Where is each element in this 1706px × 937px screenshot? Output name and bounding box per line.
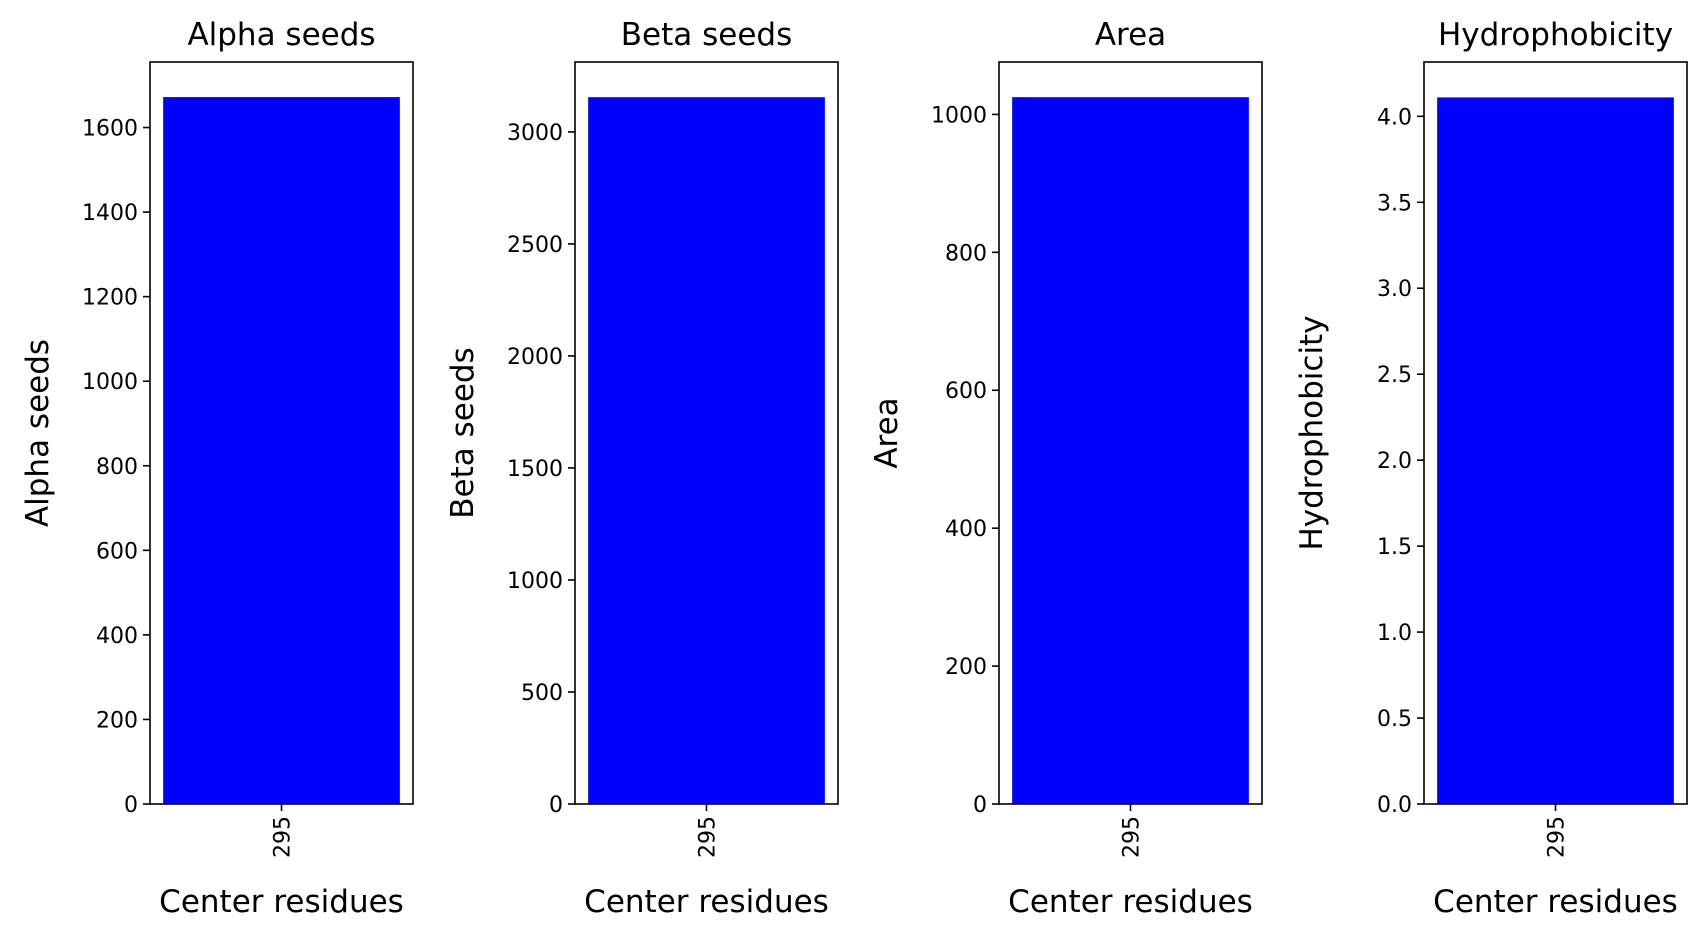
chart-title-1: Alpha seeds: [187, 17, 375, 53]
ytick-label-4-3: 1.5: [1377, 535, 1412, 560]
ytick-label-3-4: 800: [945, 241, 987, 266]
bar-4-1: [1437, 97, 1674, 804]
ytick-label-2-2: 1000: [507, 569, 563, 594]
ytick-label-1-6: 1200: [82, 286, 138, 311]
ytick-label-1-3: 600: [96, 539, 138, 564]
y-axis-label-1: Alpha seeds: [20, 339, 56, 527]
ytick-label-4-1: 0.5: [1377, 707, 1412, 732]
ytick-label-1-5: 1000: [82, 370, 138, 395]
ytick-label-2-0: 0: [549, 793, 563, 818]
ytick-label-4-0: 0.0: [1377, 793, 1412, 818]
ytick-label-4-4: 2.0: [1377, 449, 1412, 474]
ytick-label-4-2: 1.0: [1377, 621, 1412, 646]
chart-title-3: Area: [1095, 17, 1166, 53]
ytick-label-1-4: 800: [96, 455, 138, 480]
ytick-label-4-7: 3.5: [1377, 191, 1412, 216]
xtick-label-4-0: 295: [1545, 816, 1570, 858]
y-axis-label-2: Beta seeds: [445, 347, 481, 518]
x-axis-label-1: Center residues: [159, 884, 404, 920]
y-axis-label-4: Hydrophobicity: [1294, 315, 1330, 550]
ytick-label-3-1: 200: [945, 655, 987, 680]
ytick-label-3-2: 400: [945, 517, 987, 542]
ytick-label-3-5: 1000: [931, 103, 987, 128]
ytick-label-4-8: 4.0: [1377, 105, 1412, 130]
x-axis-label-3: Center residues: [1008, 884, 1253, 920]
chart-title-4: Hydrophobicity: [1438, 17, 1673, 53]
ytick-label-1-7: 1400: [82, 201, 138, 226]
chart-title-2: Beta seeds: [621, 17, 792, 53]
ytick-label-2-1: 500: [521, 681, 563, 706]
xtick-label-2-0: 295: [696, 816, 721, 858]
bar-1-1: [163, 97, 400, 804]
ytick-label-4-6: 3.0: [1377, 277, 1412, 302]
y-axis-label-3: Area: [869, 397, 905, 468]
xtick-label-3-0: 295: [1120, 816, 1145, 858]
ytick-label-1-2: 400: [96, 624, 138, 649]
ytick-label-2-4: 2000: [507, 345, 563, 370]
ytick-label-3-0: 0: [973, 793, 987, 818]
x-axis-label-4: Center residues: [1433, 884, 1678, 920]
ytick-label-3-3: 600: [945, 379, 987, 404]
ytick-label-1-8: 1600: [82, 117, 138, 142]
x-axis-label-2: Center residues: [584, 884, 829, 920]
xtick-label-1-0: 295: [271, 816, 296, 858]
bar-2-1: [588, 97, 825, 804]
ytick-label-2-5: 2500: [507, 233, 563, 258]
ytick-label-2-6: 3000: [507, 121, 563, 146]
ytick-label-4-5: 2.5: [1377, 363, 1412, 388]
ytick-label-1-1: 200: [96, 708, 138, 733]
bar-3-1: [1012, 97, 1249, 805]
ytick-label-1-0: 0: [124, 793, 138, 818]
ytick-label-2-3: 1500: [507, 457, 563, 482]
